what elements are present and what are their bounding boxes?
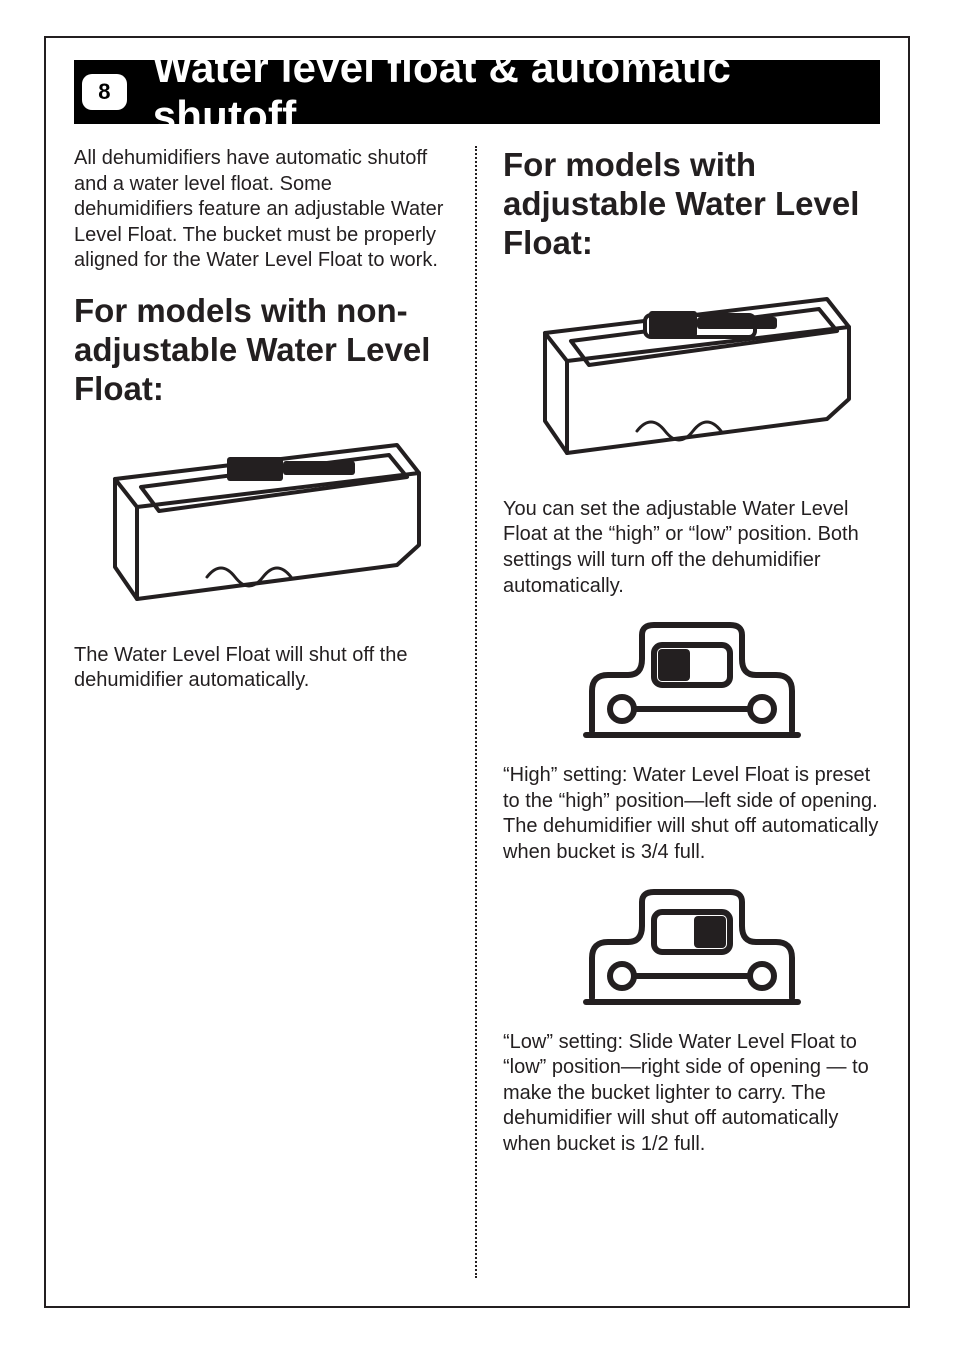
content-frame: 8 Water level float & automatic shutoff …	[44, 36, 910, 1308]
left-heading: For models with non-adjustable Water Lev…	[74, 292, 449, 409]
columns: All dehumidifiers have automatic shutoff…	[74, 146, 880, 1278]
page: 8 Water level float & automatic shutoff …	[0, 0, 954, 1352]
adjustable-float-icon	[527, 281, 857, 481]
page-number-badge: 8	[82, 74, 127, 110]
figure-high-setting	[503, 617, 880, 747]
figure-adjustable	[503, 281, 880, 481]
left-caption: The Water Level Float will shut off the …	[74, 643, 449, 694]
title-bar: 8 Water level float & automatic shutoff	[74, 60, 880, 124]
high-setting-icon	[582, 617, 802, 747]
right-heading: For models with adjustable Water Level F…	[503, 146, 880, 263]
right-caption-3: “Low” setting: Slide Water Level Float t…	[503, 1030, 880, 1158]
figure-nonadjustable	[74, 427, 449, 627]
left-column: All dehumidifiers have automatic shutoff…	[74, 146, 477, 1278]
figure-low-setting	[503, 884, 880, 1014]
low-setting-icon	[582, 884, 802, 1014]
right-caption-2: “High” setting: Water Level Float is pre…	[503, 763, 880, 865]
intro-paragraph: All dehumidifiers have automatic shutoff…	[74, 146, 449, 274]
page-title: Water level float & automatic shutoff	[153, 44, 866, 140]
right-caption-1: You can set the adjustable Water Level F…	[503, 497, 880, 599]
right-column: For models with adjustable Water Level F…	[477, 146, 880, 1278]
nonadjustable-float-icon	[97, 427, 427, 627]
